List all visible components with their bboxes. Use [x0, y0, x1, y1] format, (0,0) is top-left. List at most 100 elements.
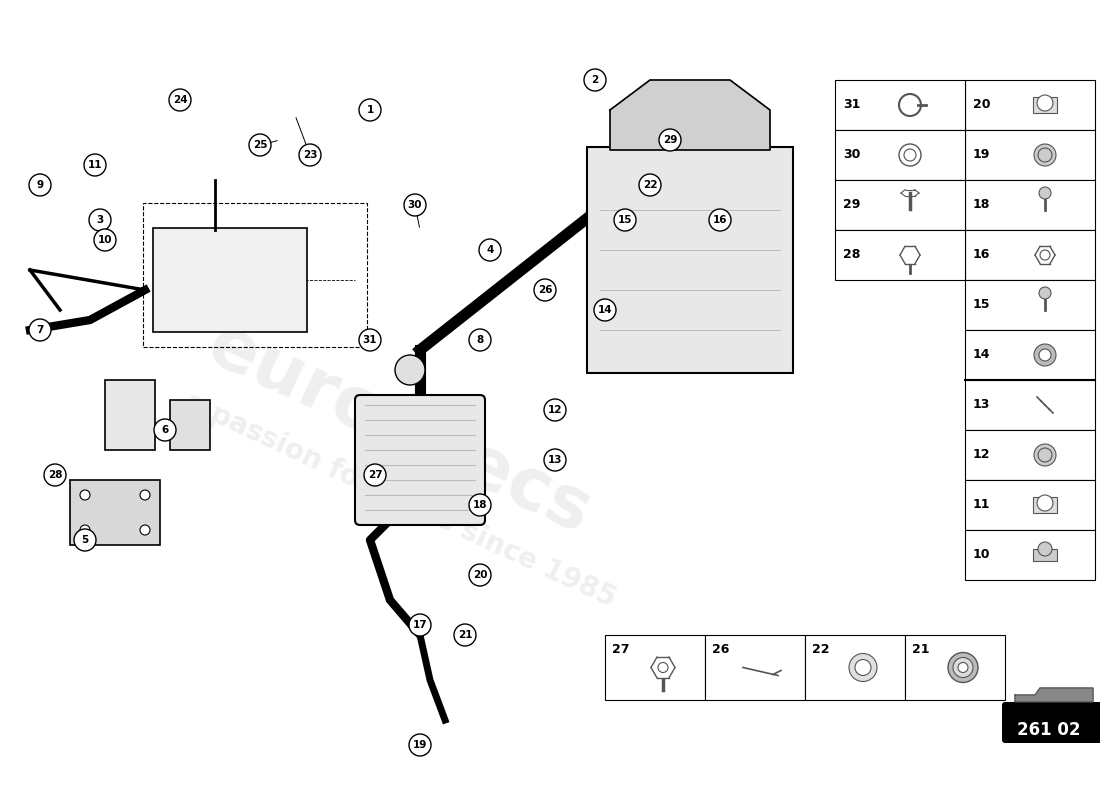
Text: 7: 7: [36, 325, 44, 335]
Text: 31: 31: [843, 98, 860, 111]
Bar: [965, 280, 1094, 330]
Circle shape: [249, 134, 271, 156]
Text: 13: 13: [548, 455, 562, 465]
Circle shape: [404, 194, 426, 216]
Text: 16: 16: [713, 215, 727, 225]
Text: 29: 29: [663, 135, 678, 145]
Bar: [835, 180, 965, 230]
Circle shape: [614, 209, 636, 231]
Circle shape: [140, 525, 150, 535]
Circle shape: [44, 464, 66, 486]
Circle shape: [359, 99, 381, 121]
Circle shape: [395, 355, 425, 385]
Text: 11: 11: [974, 498, 990, 511]
Circle shape: [1037, 495, 1053, 511]
Bar: [965, 480, 1094, 530]
Circle shape: [584, 69, 606, 91]
Circle shape: [140, 490, 150, 500]
Text: 21: 21: [458, 630, 472, 640]
Circle shape: [953, 658, 974, 678]
Text: 23: 23: [302, 150, 317, 160]
Bar: [965, 330, 1094, 380]
Text: 261 02: 261 02: [1018, 721, 1080, 739]
Circle shape: [958, 662, 968, 673]
Text: 13: 13: [974, 398, 990, 411]
Circle shape: [1040, 349, 1050, 361]
Text: 28: 28: [843, 249, 860, 262]
Polygon shape: [610, 80, 770, 150]
Circle shape: [469, 494, 491, 516]
Text: 20: 20: [473, 570, 487, 580]
Circle shape: [359, 329, 381, 351]
Circle shape: [1038, 542, 1052, 556]
Text: 15: 15: [974, 298, 990, 311]
Text: 6: 6: [162, 425, 168, 435]
Text: 17: 17: [412, 620, 427, 630]
Text: 18: 18: [473, 500, 487, 510]
Circle shape: [544, 399, 566, 421]
FancyBboxPatch shape: [153, 228, 307, 332]
Circle shape: [1034, 444, 1056, 466]
Text: 26: 26: [538, 285, 552, 295]
Text: 19: 19: [974, 149, 990, 162]
Circle shape: [84, 154, 106, 176]
FancyBboxPatch shape: [1002, 702, 1100, 743]
Text: 24: 24: [173, 95, 187, 105]
Text: 2: 2: [592, 75, 598, 85]
Text: 21: 21: [912, 643, 930, 656]
Text: a passion for parts since 1985: a passion for parts since 1985: [180, 387, 620, 613]
Circle shape: [544, 449, 566, 471]
Text: 14: 14: [974, 349, 990, 362]
Bar: [965, 530, 1094, 580]
Text: 25: 25: [253, 140, 267, 150]
Circle shape: [299, 144, 321, 166]
Circle shape: [454, 624, 476, 646]
Circle shape: [948, 653, 978, 682]
Circle shape: [364, 464, 386, 486]
Bar: [905, 635, 1005, 700]
FancyBboxPatch shape: [355, 395, 485, 525]
Text: 29: 29: [843, 198, 860, 211]
Text: 4: 4: [486, 245, 494, 255]
Circle shape: [1037, 95, 1053, 111]
Bar: [170, 400, 210, 450]
Bar: [965, 380, 1094, 430]
Text: 9: 9: [36, 180, 44, 190]
Bar: [965, 180, 1094, 230]
Circle shape: [478, 239, 500, 261]
Bar: [705, 635, 805, 700]
Text: 18: 18: [974, 198, 990, 211]
Circle shape: [710, 209, 732, 231]
Circle shape: [1040, 187, 1050, 199]
Bar: [965, 230, 1094, 280]
Circle shape: [594, 299, 616, 321]
Bar: [805, 635, 905, 700]
Circle shape: [469, 564, 491, 586]
Text: 26: 26: [712, 643, 729, 656]
Text: 8: 8: [476, 335, 484, 345]
Circle shape: [409, 614, 431, 636]
Text: 1: 1: [366, 105, 374, 115]
Circle shape: [409, 734, 431, 756]
Text: 27: 27: [612, 643, 629, 656]
Bar: [1033, 97, 1057, 113]
Text: 16: 16: [974, 249, 990, 262]
Text: 30: 30: [843, 149, 860, 162]
Bar: [965, 80, 1094, 130]
Bar: [965, 130, 1094, 180]
Text: 10: 10: [974, 549, 990, 562]
Bar: [835, 130, 965, 180]
Circle shape: [169, 89, 191, 111]
Circle shape: [80, 525, 90, 535]
Text: 15: 15: [618, 215, 632, 225]
Bar: [605, 635, 705, 700]
Text: 3: 3: [97, 215, 103, 225]
Circle shape: [29, 319, 51, 341]
Circle shape: [80, 490, 90, 500]
Bar: [1033, 549, 1057, 561]
Circle shape: [1034, 344, 1056, 366]
Circle shape: [639, 174, 661, 196]
Text: 22: 22: [642, 180, 658, 190]
Circle shape: [74, 529, 96, 551]
Circle shape: [469, 329, 491, 351]
